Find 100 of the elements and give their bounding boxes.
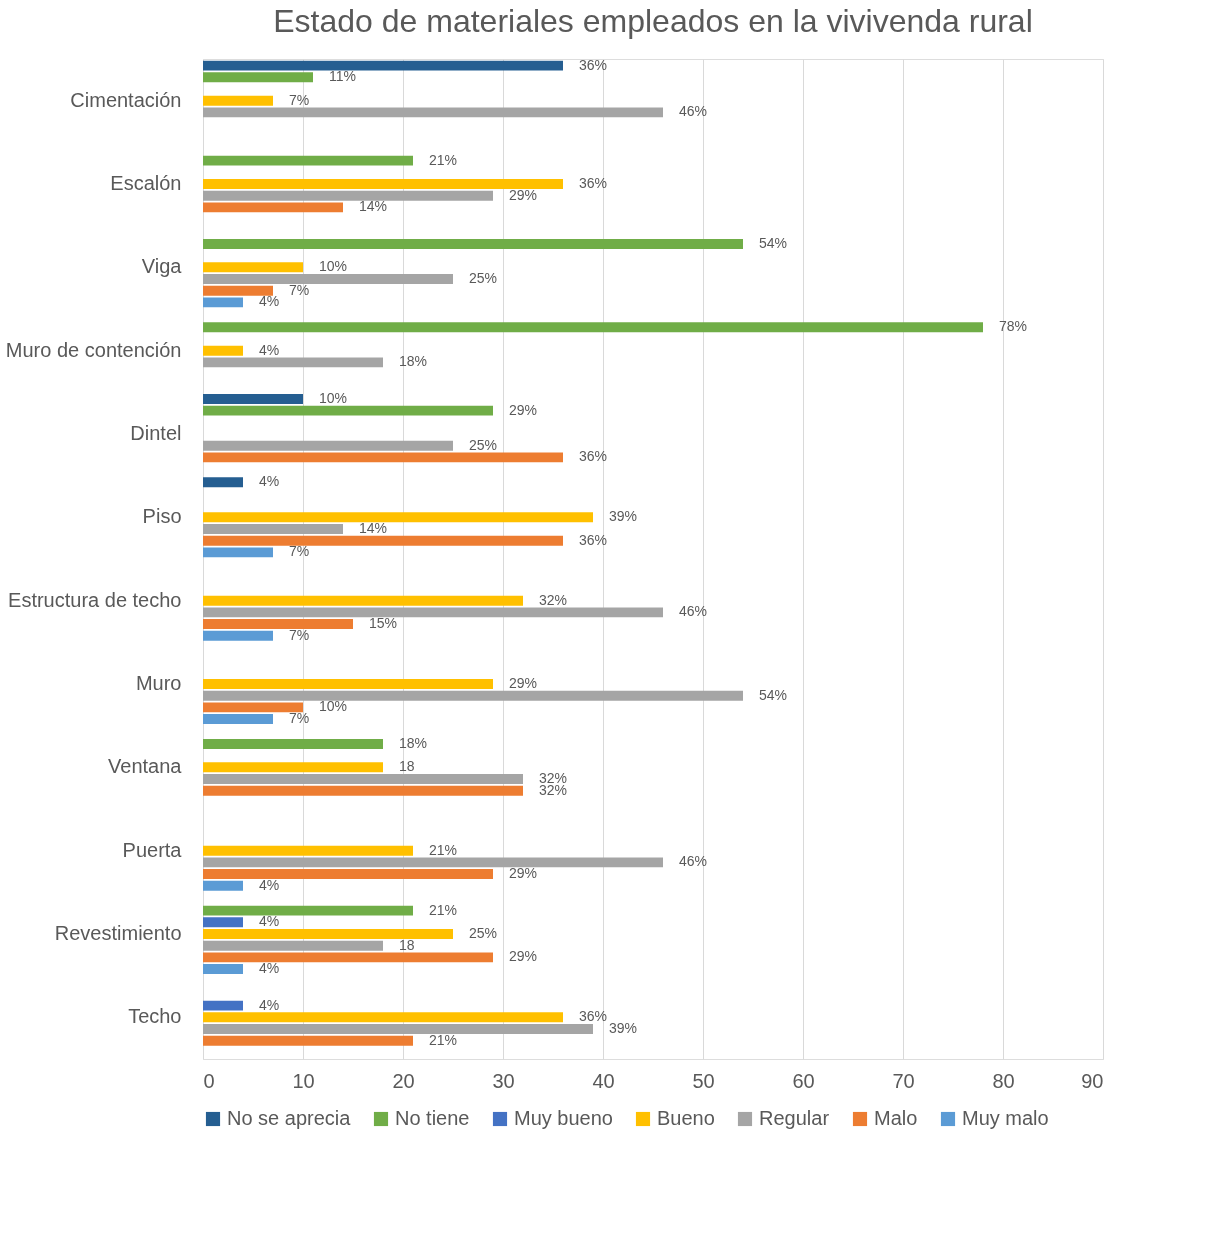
bar xyxy=(203,179,563,189)
bar xyxy=(203,452,563,463)
data-label: 36% xyxy=(579,531,608,548)
bar xyxy=(203,607,663,618)
y-tick-label: Muro de contención xyxy=(5,338,182,361)
bar xyxy=(203,202,343,213)
data-label: 46% xyxy=(679,603,708,620)
bar xyxy=(203,690,743,701)
bar xyxy=(203,524,343,534)
y-tick-label: Revestimiento xyxy=(54,922,182,944)
bar xyxy=(203,107,663,118)
bar xyxy=(203,869,493,879)
data-label: 32% xyxy=(539,591,568,608)
data-label: 7% xyxy=(289,543,310,560)
data-label: 14% xyxy=(359,198,388,215)
data-label: 36% xyxy=(579,175,608,191)
bar xyxy=(203,405,493,416)
data-label: 46% xyxy=(679,853,708,870)
data-label: 10% xyxy=(319,698,348,715)
y-tick-label: Puerta xyxy=(122,838,183,861)
data-label: 10% xyxy=(319,258,348,275)
bar xyxy=(203,1012,563,1023)
bar xyxy=(203,679,493,689)
x-tick-label: 10 xyxy=(292,1069,315,1092)
x-tick-label: 20 xyxy=(392,1069,415,1092)
y-tick-label: Ventana xyxy=(108,755,183,778)
data-label: 21% xyxy=(429,151,458,168)
bar xyxy=(203,239,743,249)
x-tick-label: 60 xyxy=(792,1069,815,1092)
bar xyxy=(203,929,453,939)
bar xyxy=(203,357,383,368)
data-label: 11% xyxy=(329,68,356,85)
legend-label: No tiene xyxy=(395,1107,470,1129)
data-label: 14% xyxy=(359,520,388,537)
x-tick-label: 90 xyxy=(1081,1069,1104,1092)
bar xyxy=(203,60,563,71)
y-tick-label: Dintel xyxy=(130,422,182,444)
bar xyxy=(203,72,313,83)
data-label: 21% xyxy=(429,841,458,858)
data-label: 7% xyxy=(289,710,310,727)
data-label: 18 xyxy=(399,936,415,953)
legend-label: No se aprecia xyxy=(227,1107,352,1129)
bar xyxy=(203,845,413,856)
data-label: 7% xyxy=(289,626,310,643)
bar xyxy=(203,297,243,308)
bar xyxy=(203,95,273,106)
legend-label: Muy malo xyxy=(962,1107,1049,1129)
bar xyxy=(203,857,663,868)
data-label: 4% xyxy=(259,341,280,358)
data-label: 21% xyxy=(429,1031,458,1048)
bar xyxy=(203,285,273,296)
data-label: 29% xyxy=(509,401,538,418)
bar xyxy=(203,964,243,974)
bar xyxy=(203,940,383,951)
bar xyxy=(203,630,273,641)
bar xyxy=(203,1035,413,1046)
data-label: 4% xyxy=(259,473,280,490)
data-label: 78% xyxy=(999,318,1028,335)
data-label: 25% xyxy=(469,925,498,941)
bar xyxy=(203,880,243,891)
bar xyxy=(203,512,593,523)
bar xyxy=(203,155,413,166)
data-label: 29% xyxy=(509,865,538,882)
legend-label: Bueno xyxy=(657,1107,715,1129)
data-label: 15% xyxy=(369,615,398,632)
bar xyxy=(203,702,303,713)
data-label: 4% xyxy=(259,996,280,1013)
data-label: 21% xyxy=(429,901,458,918)
bar xyxy=(203,1024,593,1034)
data-label: 29% xyxy=(509,675,538,691)
legend-label: Malo xyxy=(874,1107,918,1129)
data-label: 25% xyxy=(469,270,498,287)
bar xyxy=(203,262,303,273)
data-label: 7% xyxy=(289,281,310,298)
legend-label: Muy bueno xyxy=(514,1107,613,1129)
x-tick-label: 0 xyxy=(203,1069,215,1092)
bar xyxy=(203,345,243,356)
x-tick-label: 40 xyxy=(592,1069,615,1092)
bar xyxy=(203,785,523,796)
x-tick-label: 80 xyxy=(992,1069,1015,1092)
bar xyxy=(203,394,303,404)
bar xyxy=(203,774,523,784)
data-label: 10% xyxy=(319,389,348,406)
data-label: 46% xyxy=(679,103,708,120)
data-label: 54% xyxy=(759,234,788,251)
bar xyxy=(203,739,383,749)
data-label: 29% xyxy=(509,948,538,965)
bar xyxy=(203,595,523,606)
x-tick-label: 70 xyxy=(892,1069,915,1092)
bar xyxy=(203,440,453,451)
data-label: 18% xyxy=(399,734,428,751)
bar xyxy=(203,190,493,201)
chart-title: Estado de materiales empleados en la vivivenda rural xyxy=(273,2,1033,39)
data-label: 36% xyxy=(579,1008,608,1025)
y-tick-label: Techo xyxy=(128,1005,182,1028)
bar xyxy=(203,1000,243,1011)
bar xyxy=(203,322,983,333)
data-label: 18 xyxy=(399,758,415,775)
x-tick-label: 50 xyxy=(692,1069,715,1092)
bar xyxy=(203,905,413,916)
